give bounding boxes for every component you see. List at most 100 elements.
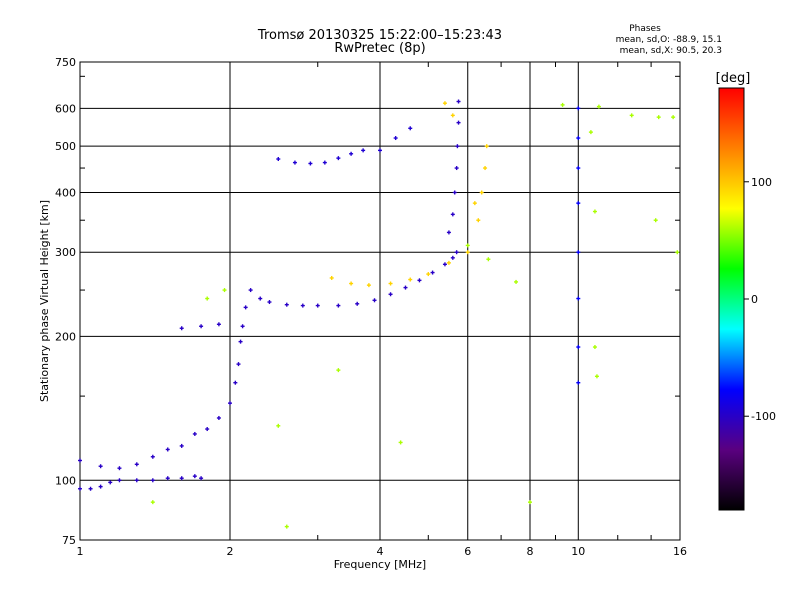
- data-point: [442, 101, 447, 106]
- x-tick-label: 2: [227, 545, 234, 558]
- data-point: [216, 322, 221, 327]
- data-point: [98, 464, 103, 469]
- colorbar-tick-label: -100: [751, 410, 776, 423]
- data-point: [248, 288, 253, 293]
- data-point: [378, 148, 382, 153]
- y-axis-label: Stationary phase Virtual Height [km]: [38, 200, 51, 402]
- x-tick-label: 10: [571, 545, 585, 558]
- data-point: [117, 466, 122, 471]
- data-point: [442, 262, 447, 267]
- data-point: [388, 292, 393, 297]
- data-point: [592, 345, 597, 350]
- data-point: [222, 288, 227, 293]
- data-point: [675, 250, 680, 255]
- data-points: [78, 99, 680, 529]
- y-tick-label: 400: [55, 186, 76, 199]
- data-point: [398, 440, 403, 445]
- y-tick-label: 100: [55, 474, 76, 487]
- data-point: [267, 300, 272, 305]
- data-point: [322, 160, 327, 165]
- data-point: [576, 250, 581, 255]
- data-point: [199, 476, 204, 481]
- data-point: [576, 136, 581, 141]
- data-point: [284, 302, 289, 307]
- data-point: [456, 99, 461, 104]
- data-point: [228, 401, 232, 406]
- chart-subtitle: RwPretec (8p): [334, 41, 425, 56]
- data-point: [117, 478, 122, 483]
- data-point: [671, 115, 676, 120]
- data-point: [454, 250, 459, 255]
- data-point: [576, 166, 581, 171]
- data-point: [486, 257, 491, 262]
- y-tick-label: 600: [55, 102, 76, 115]
- data-point: [98, 484, 103, 489]
- data-point: [336, 303, 341, 308]
- colorbar-label: [deg]: [716, 71, 751, 86]
- data-point: [456, 120, 461, 125]
- data-point: [179, 476, 184, 481]
- data-point: [403, 285, 408, 290]
- data-point: [656, 115, 661, 120]
- data-point: [576, 345, 581, 350]
- x-tick-label: 16: [673, 545, 687, 558]
- data-point: [300, 303, 305, 308]
- data-point: [588, 130, 593, 135]
- data-point: [205, 427, 210, 432]
- data-point: [483, 166, 488, 171]
- data-point: [243, 305, 248, 310]
- data-point: [150, 478, 155, 483]
- data-point: [233, 380, 238, 385]
- data-point: [165, 447, 170, 452]
- data-point: [150, 500, 155, 505]
- data-point: [240, 324, 245, 329]
- colorbar-tick-label: 0: [751, 293, 758, 306]
- data-point: [596, 104, 601, 109]
- data-point: [179, 443, 184, 448]
- data-point: [284, 524, 289, 529]
- chart-title: Tromsø 20130325 15:22:00–15:23:43: [257, 28, 502, 43]
- data-point: [108, 480, 113, 485]
- data-point: [417, 278, 422, 283]
- data-point: [88, 486, 93, 491]
- data-point: [576, 201, 581, 206]
- data-point: [426, 272, 431, 277]
- colorbar: [718, 87, 745, 511]
- y-tick-label: 75: [62, 534, 76, 547]
- data-point: [479, 190, 484, 195]
- data-point: [452, 190, 457, 195]
- data-point: [576, 296, 581, 301]
- data-point: [465, 243, 470, 248]
- data-point: [349, 281, 354, 286]
- data-point: [450, 212, 455, 217]
- data-point: [450, 113, 455, 118]
- data-point: [408, 277, 413, 282]
- data-point: [408, 126, 413, 131]
- data-point: [361, 148, 366, 153]
- y-tick-label: 750: [55, 56, 76, 69]
- data-point: [292, 160, 297, 165]
- axes: 1 2 4 6 8 10 16 75 100 200 300 400 500 600 750: [55, 56, 687, 558]
- data-point: [329, 275, 334, 280]
- data-point: [592, 209, 597, 214]
- data-point: [199, 324, 204, 329]
- colorbar-ticks: 100 0 -100: [744, 176, 776, 423]
- data-point: [192, 474, 197, 479]
- x-axis-label: Frequency [MHz]: [334, 558, 426, 571]
- data-point: [150, 454, 155, 459]
- data-point: [355, 301, 360, 306]
- data-point: [560, 102, 565, 107]
- data-point: [336, 368, 341, 373]
- data-point: [454, 166, 459, 171]
- data-point: [430, 270, 435, 275]
- colorbar-tick-label: 100: [751, 176, 772, 189]
- data-point: [576, 380, 581, 385]
- data-point: [315, 303, 320, 308]
- phases-o-stats: mean, sd,O: -88.9, 15.1: [616, 35, 722, 45]
- phases-title: Phases: [629, 24, 661, 34]
- grid-lines: [80, 62, 680, 540]
- y-tick-label: 200: [55, 330, 76, 343]
- data-point: [653, 218, 658, 223]
- y-tick-label: 300: [55, 246, 76, 259]
- data-point: [366, 283, 371, 288]
